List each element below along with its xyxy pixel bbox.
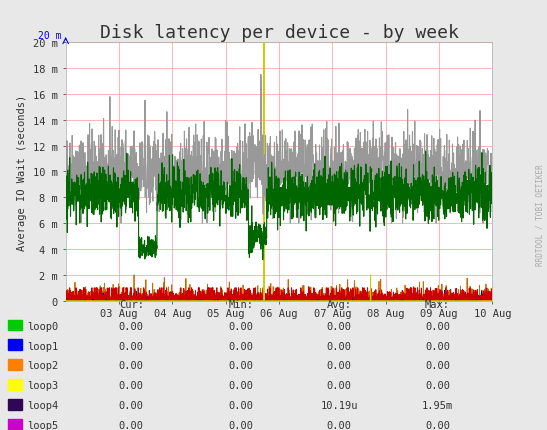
- Y-axis label: Average IO Wait (seconds): Average IO Wait (seconds): [18, 94, 27, 250]
- Text: 0.00: 0.00: [425, 341, 450, 351]
- Text: 0.00: 0.00: [425, 380, 450, 390]
- Text: 0.00: 0.00: [327, 321, 352, 331]
- Text: Cur:: Cur:: [119, 299, 144, 310]
- Text: loop1: loop1: [27, 341, 59, 351]
- Text: 10.19u: 10.19u: [321, 400, 358, 410]
- Title: Disk latency per device - by week: Disk latency per device - by week: [100, 24, 458, 41]
- Text: loop5: loop5: [27, 420, 59, 430]
- Text: loop4: loop4: [27, 400, 59, 410]
- Text: 0.00: 0.00: [119, 341, 144, 351]
- Text: 0.00: 0.00: [425, 321, 450, 331]
- Text: 0.00: 0.00: [228, 380, 253, 390]
- Text: Avg:: Avg:: [327, 299, 352, 310]
- Text: 0.00: 0.00: [228, 420, 253, 430]
- Text: 0.00: 0.00: [119, 400, 144, 410]
- Text: 0.00: 0.00: [119, 380, 144, 390]
- Text: 0.00: 0.00: [228, 360, 253, 371]
- Text: 0.00: 0.00: [425, 420, 450, 430]
- Text: 0.00: 0.00: [327, 380, 352, 390]
- Text: loop3: loop3: [27, 380, 59, 390]
- Text: 0.00: 0.00: [228, 400, 253, 410]
- Text: Max:: Max:: [425, 299, 450, 310]
- Text: 0.00: 0.00: [228, 321, 253, 331]
- Text: 0.00: 0.00: [327, 341, 352, 351]
- Text: 0.00: 0.00: [119, 360, 144, 371]
- Text: loop2: loop2: [27, 360, 59, 371]
- Text: 0.00: 0.00: [228, 341, 253, 351]
- Text: 1.95m: 1.95m: [422, 400, 453, 410]
- Text: Min:: Min:: [228, 299, 253, 310]
- Text: 20 m: 20 m: [38, 31, 61, 40]
- Text: 0.00: 0.00: [119, 420, 144, 430]
- Text: RRDTOOL / TOBI OETIKER: RRDTOOL / TOBI OETIKER: [536, 164, 544, 266]
- Text: 0.00: 0.00: [119, 321, 144, 331]
- Text: loop0: loop0: [27, 321, 59, 331]
- Text: 0.00: 0.00: [327, 360, 352, 371]
- Text: 0.00: 0.00: [327, 420, 352, 430]
- Text: 0.00: 0.00: [425, 360, 450, 371]
